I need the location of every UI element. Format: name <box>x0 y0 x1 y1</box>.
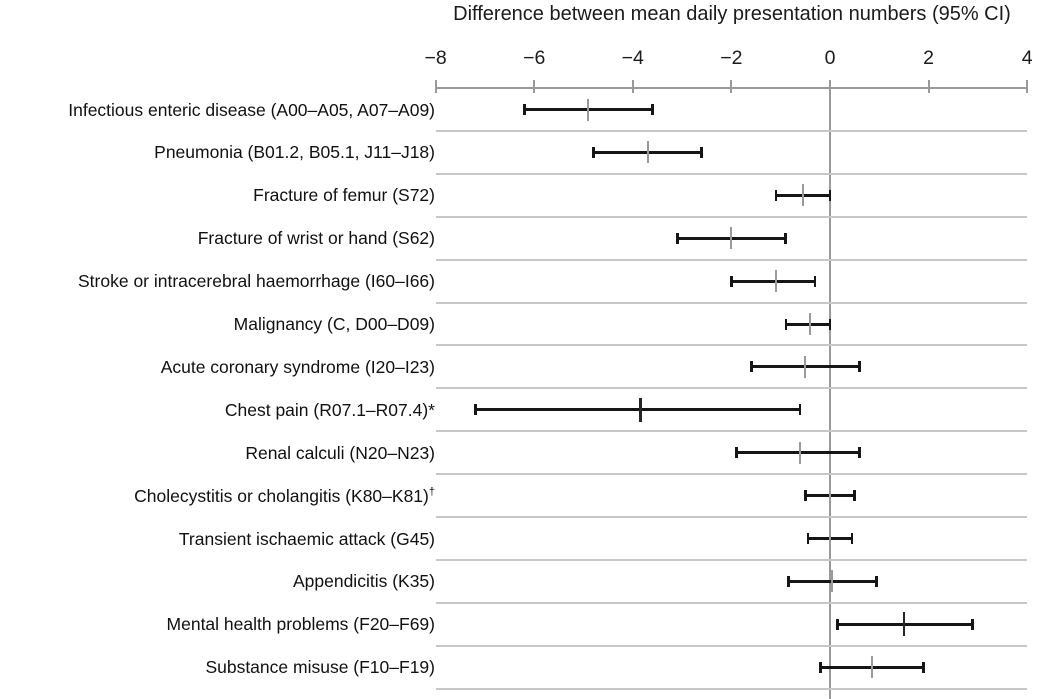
ci-line <box>731 279 816 283</box>
point-estimate-tick <box>587 98 590 121</box>
ci-cap-high <box>798 404 802 416</box>
row-gridline <box>435 129 1028 132</box>
point-estimate-tick <box>829 484 831 507</box>
ci-line <box>475 408 801 412</box>
row-gridline <box>435 644 1028 647</box>
row-label: Substance misuse (F10–F19) <box>205 657 435 678</box>
row-label: Transient ischaemic attack (G45) <box>178 528 435 549</box>
row-gridline <box>435 473 1028 476</box>
ci-cap-low <box>774 189 778 201</box>
x-axis-tick-label: −2 <box>720 47 743 69</box>
ci-cap-high <box>813 275 817 287</box>
ci-cap-low <box>735 447 738 459</box>
point-estimate-tick <box>870 656 873 679</box>
x-axis-tick <box>533 80 536 93</box>
point-estimate-tick <box>639 397 642 422</box>
ci-cap-high <box>971 618 974 630</box>
row-label: Pneumonia (B01.2, B05.1, J11–J18) <box>154 142 435 163</box>
ci-cap-low <box>474 404 477 416</box>
row-label: Cholecystitis or cholangitis (K80–K81)† <box>134 485 435 506</box>
point-estimate-tick <box>801 184 804 207</box>
point-estimate-tick <box>804 355 807 378</box>
point-estimate-tick <box>774 270 777 293</box>
point-estimate-tick <box>730 227 733 250</box>
row-label: Mental health problems (F20–F69) <box>166 614 435 635</box>
row-label: Acute coronary syndrome (I20–I23) <box>160 356 435 377</box>
row-gridline <box>435 215 1028 218</box>
x-axis-tick <box>1026 80 1029 93</box>
chart-title: Difference between mean daily presentati… <box>453 3 1011 25</box>
ci-cap-low <box>750 361 753 373</box>
point-estimate-tick <box>646 141 649 164</box>
point-estimate-tick <box>829 527 831 550</box>
row-label: Fracture of femur (S72) <box>253 185 435 206</box>
ci-cap-high <box>850 533 854 544</box>
row-gridline <box>435 558 1028 561</box>
row-label: Fracture of wrist or hand (S62) <box>197 228 435 249</box>
ci-cap-high <box>922 661 925 673</box>
row-label: Chest pain (R07.1–R07.4)* <box>224 399 435 420</box>
footnote-dagger: † <box>428 485 435 498</box>
ci-cap-low <box>730 275 733 287</box>
row-label: Stroke or intracerebral haemorrhage (I60… <box>78 271 435 292</box>
zero-reference-line <box>829 87 831 699</box>
ci-cap-high <box>651 104 654 115</box>
ci-cap-high <box>828 189 831 201</box>
ci-line <box>736 451 860 455</box>
row-gridline <box>435 430 1028 433</box>
ci-cap-high <box>858 361 861 373</box>
x-axis-tick-label: 4 <box>1021 47 1033 69</box>
row-gridline <box>435 172 1028 175</box>
ci-cap-low <box>676 232 679 244</box>
point-estimate-tick <box>799 441 802 464</box>
ci-cap-high <box>784 232 787 244</box>
x-axis-tick-label: −6 <box>523 47 546 69</box>
ci-cap-low <box>836 618 839 630</box>
row-gridline <box>435 516 1028 518</box>
x-axis-tick <box>927 80 930 93</box>
x-axis-tick <box>829 80 831 93</box>
row-label: Appendicitis (K35) <box>292 571 435 592</box>
point-estimate-tick <box>809 313 812 335</box>
row-gridline <box>435 687 1028 690</box>
ci-cap-low <box>804 490 807 502</box>
x-axis-tick-label: −4 <box>621 47 644 69</box>
ci-cap-low <box>806 533 810 544</box>
ci-cap-low <box>592 146 595 158</box>
row-gridline <box>435 601 1028 604</box>
ci-cap-high <box>858 447 861 459</box>
ci-cap-low <box>819 661 822 673</box>
row-gridline <box>435 387 1028 390</box>
point-estimate-tick <box>831 570 834 593</box>
x-axis-tick <box>730 80 733 93</box>
row-gridline <box>435 258 1028 261</box>
x-axis-tick-label: −8 <box>424 47 447 69</box>
ci-cap-high <box>875 575 878 587</box>
row-gridline <box>435 344 1028 347</box>
row-label: Infectious enteric disease (A00–A05, A07… <box>68 99 435 120</box>
x-axis-tick-label: 2 <box>923 47 935 69</box>
row-label: Renal calculi (N20–N23) <box>245 442 435 463</box>
x-axis-tick <box>434 80 437 93</box>
ci-line <box>785 322 830 326</box>
x-axis-tick <box>631 80 634 93</box>
row-gridline <box>435 301 1028 304</box>
ci-cap-high <box>853 490 856 502</box>
row-label: Malignancy (C, D00–D09) <box>233 314 435 334</box>
ci-cap-low <box>784 318 788 330</box>
point-estimate-tick <box>902 612 906 637</box>
ci-cap-high <box>828 318 831 330</box>
ci-cap-low <box>787 575 790 587</box>
x-axis-tick-label: 0 <box>824 47 836 69</box>
ci-cap-high <box>700 146 703 158</box>
ci-cap-low <box>523 104 526 115</box>
